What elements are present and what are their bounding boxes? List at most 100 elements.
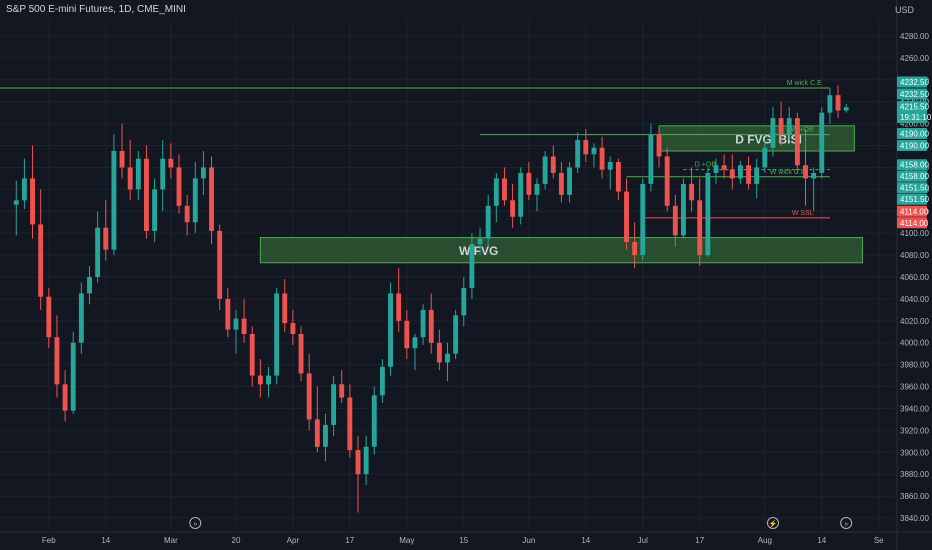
event-icons[interactable]: » ⚡ »: [189, 517, 853, 529]
candle: [314, 386, 320, 453]
time-axis[interactable]: Feb 14 Mar 20 Apr 17 May 15 Jun 14 Jul 17 Aug 14 Se: [42, 536, 884, 545]
price-tick-label: 4000.00: [900, 339, 929, 348]
candle: [689, 167, 695, 212]
candle: [363, 435, 369, 486]
time-tick-label: 14: [581, 536, 590, 545]
candle: [567, 161, 572, 203]
candle: [323, 413, 328, 462]
level-label: M wick C.E: [787, 80, 822, 87]
candle-body: [379, 366, 385, 396]
price-tick-label: 3900.00: [900, 448, 929, 457]
candle: [54, 315, 60, 398]
candle: [78, 282, 84, 354]
time-tick-label: Feb: [42, 536, 56, 545]
candle: [412, 333, 418, 371]
candle: [388, 282, 393, 376]
price-tags: 4232.50 4232.50 4190.00 4190.00 4158.00 4158.…: [897, 76, 932, 229]
price-tag-text: 4190.00: [900, 142, 929, 151]
currency-label[interactable]: USD: [894, 5, 914, 15]
candle-body: [241, 318, 247, 334]
candle-body: [770, 118, 776, 148]
candle-body: [135, 158, 141, 190]
candle-body: [209, 167, 214, 231]
candle: [607, 156, 613, 190]
fast-forward-icon[interactable]: »: [189, 517, 202, 529]
candle-body: [168, 158, 174, 168]
candle-body: [249, 333, 255, 376]
candle-body: [282, 293, 288, 324]
price-tag-text: 4114.00: [900, 219, 929, 228]
candle-body: [396, 293, 402, 321]
candle: [819, 107, 825, 179]
price-tick-label: 4040.00: [900, 295, 929, 304]
candle-body: [371, 395, 377, 447]
price-tick-label: 3860.00: [900, 492, 929, 501]
candle-body: [803, 165, 808, 179]
candle-body: [436, 342, 442, 363]
candle-body: [306, 373, 312, 420]
candle: [729, 154, 735, 190]
candle: [87, 266, 92, 305]
price-tick-label: 4200.00: [900, 120, 929, 129]
candle: [396, 268, 402, 332]
candle: [493, 172, 499, 223]
candle: [632, 222, 638, 269]
price-tick-label: 4260.00: [900, 54, 929, 63]
time-tick-label: 14: [817, 536, 826, 545]
candle: [266, 366, 271, 398]
candle-body: [62, 384, 68, 411]
candle: [640, 178, 646, 261]
candle-body: [591, 147, 597, 155]
candle: [681, 178, 686, 239]
candle-body: [176, 167, 182, 206]
time-tick-label: Jul: [638, 536, 648, 545]
candle-body: [95, 227, 101, 277]
candle: [461, 277, 467, 327]
fast-forward-icon[interactable]: »: [840, 517, 853, 529]
candle: [160, 140, 166, 212]
candle: [355, 435, 361, 513]
candle-body: [835, 95, 841, 111]
candle-body: [38, 224, 44, 297]
candle: [436, 329, 442, 371]
candle-body: [160, 158, 166, 190]
candle-body: [607, 161, 613, 170]
candle-body: [461, 287, 467, 316]
candle-body: [266, 375, 271, 385]
candle: [347, 384, 353, 458]
candle: [485, 194, 491, 247]
candle: [257, 359, 263, 398]
price-tag: [897, 76, 927, 88]
candle: [469, 233, 475, 299]
candle-body: [111, 151, 117, 250]
candle: [705, 167, 711, 258]
level-label: W +OB: [791, 127, 814, 134]
candle-body: [819, 112, 825, 173]
candle: [672, 194, 678, 247]
price-tick-label: 3840.00: [900, 514, 929, 523]
candle-body: [689, 183, 695, 201]
time-tick-label: Jun: [522, 536, 535, 545]
candle-body: [510, 200, 516, 217]
candle-body: [184, 205, 190, 223]
lightning-icon[interactable]: ⚡: [766, 517, 779, 529]
countdown-text: 19:31:10: [900, 113, 932, 122]
candle-body: [298, 333, 304, 374]
candle-body: [737, 165, 743, 179]
candle-body: [144, 158, 149, 231]
candle: [615, 158, 621, 201]
price-tag: [897, 88, 927, 100]
event-icon-glyph: »: [844, 521, 848, 528]
candle: [599, 136, 605, 179]
candle: [339, 370, 345, 403]
candle: [30, 145, 35, 239]
candle: [62, 370, 68, 422]
candle-body: [233, 318, 239, 330]
candle: [664, 147, 670, 212]
candle: [737, 160, 743, 184]
candle: [152, 178, 158, 242]
candle-body: [13, 200, 19, 205]
candle: [38, 189, 44, 310]
price-tick-label: 3920.00: [900, 426, 929, 435]
